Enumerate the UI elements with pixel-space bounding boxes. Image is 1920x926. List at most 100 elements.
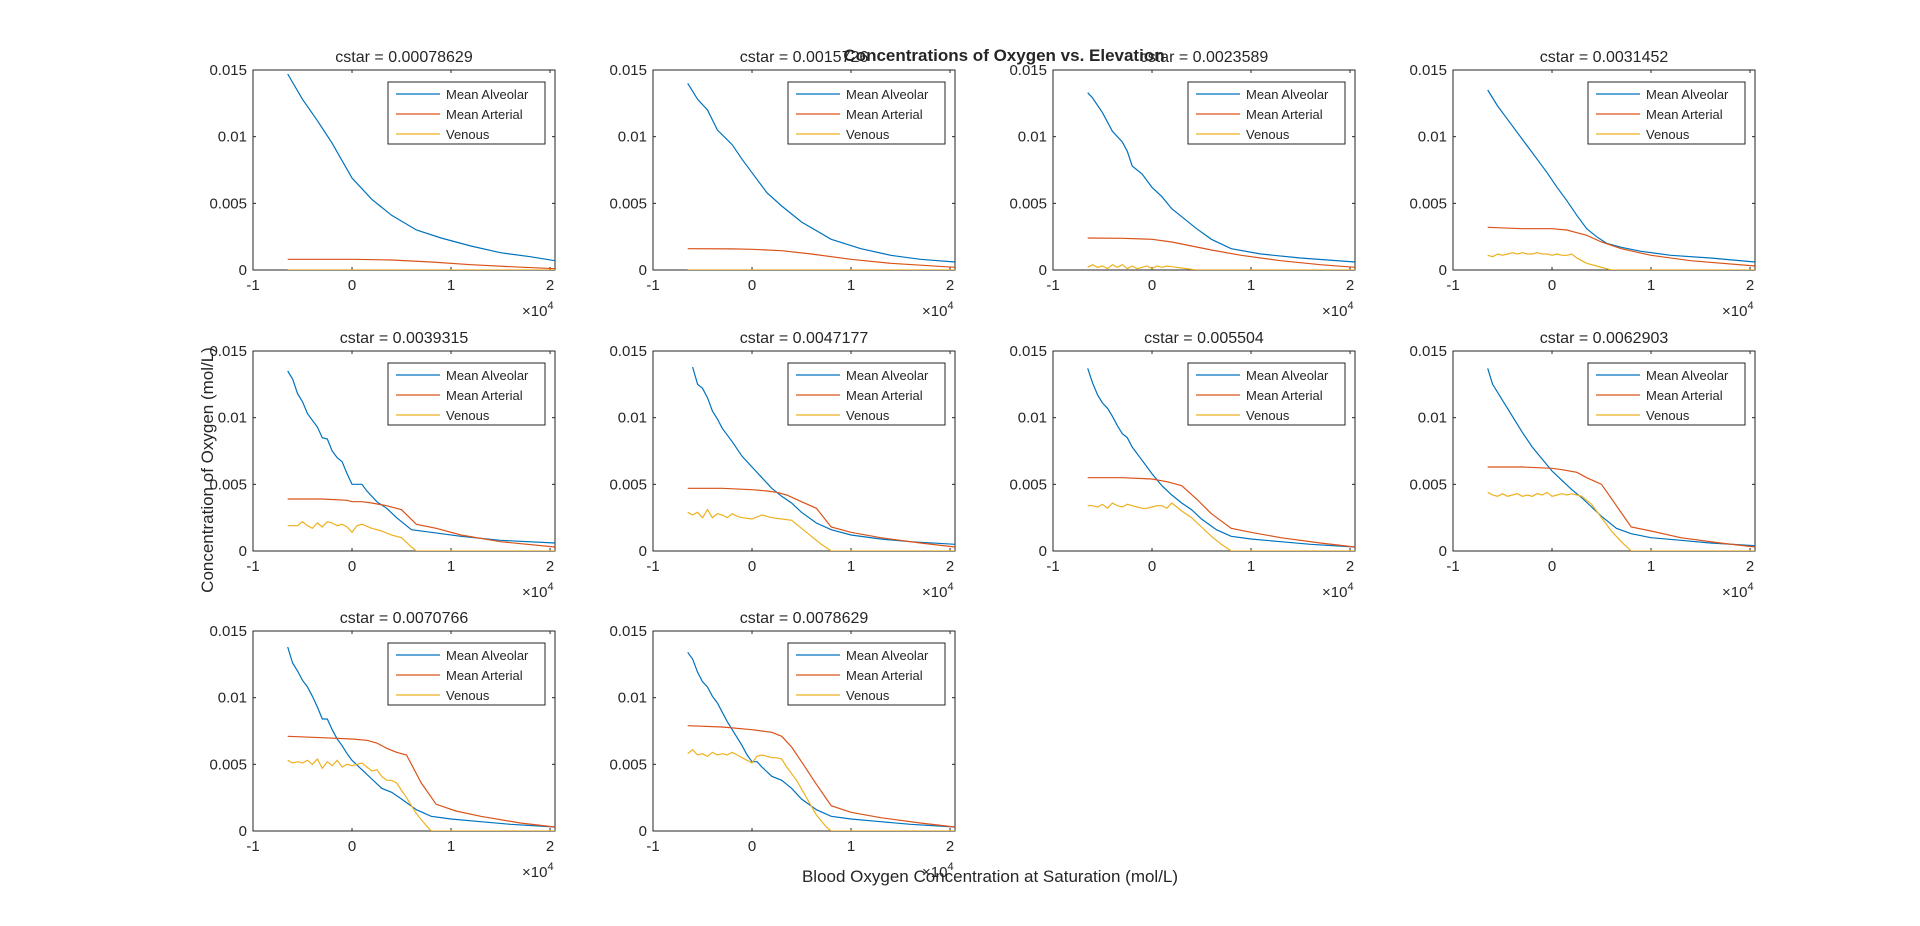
x-tick-label: 0 — [748, 558, 756, 575]
series-line-mean-alveolar — [287, 73, 555, 262]
subplot-title: cstar = 0.0031452 — [1540, 49, 1669, 66]
y-tick-label: 0.01 — [618, 690, 647, 707]
y-tick-label: 0.005 — [609, 476, 647, 493]
y-tick-label: 0 — [239, 543, 247, 560]
legend-label: Mean Arterial — [446, 107, 523, 122]
legend-label: Venous — [446, 688, 490, 703]
subplot-title: cstar = 0.005504 — [1144, 330, 1264, 347]
legend-label: Venous — [846, 127, 890, 142]
x-exponent-label: ×104 — [522, 861, 554, 881]
y-tick-label: 0 — [639, 543, 647, 560]
y-tick-label: 0.015 — [609, 343, 647, 360]
series-line-mean-alveolar — [287, 370, 555, 544]
x-tick-label: -1 — [1046, 277, 1059, 294]
y-tick-label: 0 — [239, 262, 247, 279]
y-tick-label: 0 — [1039, 543, 1047, 560]
y-tick-label: 0.015 — [209, 623, 247, 640]
x-tick-label: -1 — [246, 838, 259, 855]
y-tick-label: 0.01 — [1018, 129, 1047, 146]
series-line-mean-arterial — [287, 735, 555, 828]
legend-label: Mean Alveolar — [1246, 87, 1329, 102]
x-tick-label: -1 — [1446, 277, 1459, 294]
series-line-mean-alveolar — [1087, 368, 1355, 548]
y-tick-label: 0.015 — [1409, 62, 1447, 79]
legend-label: Venous — [446, 408, 490, 423]
subplot-8: cstar = 0.0062903-1 0 1 2×10400.0050.010.01… — [1409, 330, 1756, 601]
y-tick-label: 0.01 — [218, 129, 247, 146]
legend: Mean Alveolar Mean Arterial Venous — [1587, 81, 1746, 145]
legend-label: Mean Arterial — [446, 388, 523, 403]
y-tick-label: 0 — [1439, 543, 1447, 560]
series-line-mean-alveolar — [287, 646, 555, 828]
series-line-mean-arterial — [1487, 466, 1755, 548]
y-tick-label: 0 — [1439, 262, 1447, 279]
figure-title: Concentrations of Oxygen vs. Elevation — [843, 46, 1164, 65]
y-tick-label: 0.015 — [609, 62, 647, 79]
x-tick-label: 0 — [748, 838, 756, 855]
x-tick-label: -1 — [1046, 558, 1059, 575]
y-tick-label: 0.01 — [1418, 129, 1447, 146]
x-exponent-label: ×104 — [922, 300, 954, 320]
series-line-mean-alveolar — [1487, 89, 1755, 263]
legend-label: Mean Alveolar — [846, 87, 929, 102]
series-line-mean-alveolar — [687, 651, 955, 828]
subplot-4: cstar = 0.0031452-1 0 1 2×10400.0050.010.01… — [1409, 49, 1756, 320]
x-exponent-label: ×104 — [922, 861, 954, 881]
subplot-title: cstar = 0.0047177 — [740, 330, 869, 347]
subplot-9: cstar = 0.0070766-1 0 1 2×10400.0050.010.01… — [209, 610, 556, 881]
legend: Mean Alveolar Mean Arterial Venous — [1187, 362, 1346, 426]
series-line-mean-arterial — [1087, 477, 1355, 548]
y-tick-label: 0.01 — [218, 690, 247, 707]
series-line-venous — [287, 520, 555, 551]
legend-label: Mean Alveolar — [846, 648, 929, 663]
series-line-mean-alveolar — [1087, 92, 1355, 263]
subplot-7: cstar = 0.005504-1 0 1 2×10400.0050.010.015… — [1009, 330, 1356, 601]
y-tick-label: 0.005 — [1409, 476, 1447, 493]
x-tick-label: 1 — [447, 838, 455, 855]
y-tick-label: 0.01 — [618, 410, 647, 427]
legend-label: Mean Arterial — [846, 668, 923, 683]
x-exponent-label: ×104 — [522, 300, 554, 320]
subplot-2: cstar = 0.0015726-1 0 1 2×10400.0050.010.01… — [609, 49, 956, 320]
x-tick-label: 0 — [348, 277, 356, 294]
series-line-venous — [1087, 502, 1355, 551]
legend-label: Mean Arterial — [846, 388, 923, 403]
legend-label: Mean Alveolar — [846, 368, 929, 383]
y-tick-label: 0.015 — [1409, 343, 1447, 360]
series-line-mean-alveolar — [692, 366, 955, 545]
x-tick-label: -1 — [646, 838, 659, 855]
x-tick-label: 1 — [1647, 277, 1655, 294]
legend-label: Mean Alveolar — [446, 648, 529, 663]
x-tick-label: 2 — [1746, 277, 1754, 294]
legend-label: Venous — [446, 127, 490, 142]
series-line-venous — [687, 748, 955, 831]
x-tick-label: 1 — [447, 558, 455, 575]
series-line-mean-arterial — [687, 725, 955, 828]
x-tick-label: 1 — [447, 277, 455, 294]
x-tick-label: 0 — [748, 277, 756, 294]
x-tick-label: 2 — [546, 277, 554, 294]
y-tick-label: 0.005 — [209, 195, 247, 212]
x-tick-label: 2 — [946, 838, 954, 855]
x-exponent-label: ×104 — [1722, 300, 1754, 320]
figure-ylabel: Concentration of Oxygen (mol/L) — [198, 347, 217, 593]
x-tick-label: 2 — [546, 558, 554, 575]
series-line-mean-arterial — [1087, 237, 1355, 268]
x-tick-label: 2 — [1746, 558, 1754, 575]
series-line-mean-arterial — [1487, 226, 1755, 267]
x-tick-label: 0 — [1548, 558, 1556, 575]
y-tick-label: 0.005 — [1409, 195, 1447, 212]
x-tick-label: 2 — [946, 277, 954, 294]
subplot-title: cstar = 0.0078629 — [740, 610, 869, 627]
y-tick-label: 0.005 — [1009, 195, 1047, 212]
subplot-5: cstar = 0.0039315-1 0 1 2×10400.0050.010.01… — [209, 330, 556, 601]
subplot-title: cstar = 0.0039315 — [340, 330, 469, 347]
legend-label: Mean Alveolar — [446, 87, 529, 102]
legend-label: Venous — [1646, 127, 1690, 142]
x-tick-label: -1 — [646, 277, 659, 294]
series-line-mean-arterial — [287, 498, 555, 548]
x-tick-label: 1 — [1647, 558, 1655, 575]
y-tick-label: 0.005 — [209, 756, 247, 773]
y-tick-label: 0.015 — [209, 343, 247, 360]
series-line-mean-alveolar — [1487, 368, 1755, 547]
